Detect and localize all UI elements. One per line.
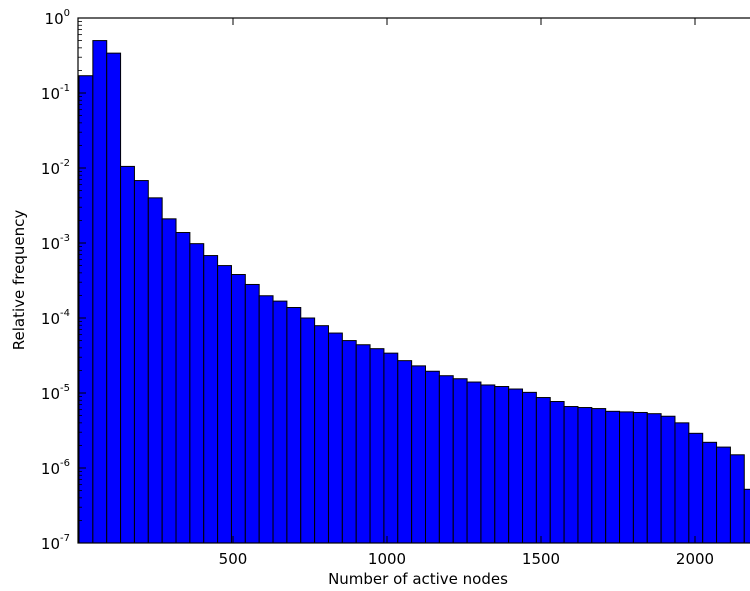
histogram-bar <box>591 408 607 544</box>
histogram-bar <box>619 411 634 544</box>
y-tick-label: 10-3 <box>41 233 70 253</box>
histogram-bar <box>438 375 454 544</box>
plot-frame <box>77 17 750 544</box>
histogram-bar <box>397 360 413 544</box>
y-tick-label: 10-4 <box>41 308 70 328</box>
histogram-bar <box>369 348 385 544</box>
histogram-bar <box>314 325 329 544</box>
y-tick-label: 10-1 <box>41 83 70 103</box>
histogram-bar <box>729 454 745 544</box>
histogram-bar <box>494 386 510 544</box>
y-tick-label: 10-2 <box>41 158 70 178</box>
histogram-bar <box>355 344 371 544</box>
histogram-bar <box>147 197 163 544</box>
histogram-bar <box>605 410 621 544</box>
histogram-bar <box>300 317 316 544</box>
y-axis-label: Relative frequency <box>10 210 28 351</box>
histogram-bar <box>646 413 662 544</box>
histogram-bar <box>286 307 302 544</box>
histogram-bar <box>716 446 731 544</box>
x-axis: 500 1000 1500 2000 <box>219 18 714 568</box>
histogram-bar <box>258 295 274 544</box>
histogram-bar <box>563 406 579 544</box>
histogram-bar <box>660 415 676 544</box>
histogram-bar <box>466 381 482 544</box>
histogram-bar <box>632 411 648 544</box>
histogram-bar <box>230 274 246 544</box>
histogram-bar <box>189 243 205 544</box>
y-tick-label: 100 <box>45 8 70 28</box>
histogram-bar <box>120 165 135 544</box>
x-tick-label: 1000 <box>368 550 406 568</box>
histogram-bar <box>688 432 704 544</box>
histogram-bars <box>78 40 750 544</box>
histogram-bar <box>217 265 232 544</box>
x-tick-label: 500 <box>219 550 248 568</box>
histogram-bar <box>106 52 122 544</box>
histogram-bar <box>133 180 149 544</box>
histogram-bar <box>480 384 496 544</box>
histogram-bar <box>743 488 750 544</box>
histogram-bar <box>203 255 219 544</box>
histogram-bar <box>92 40 108 544</box>
y-tick-label: 10-6 <box>41 458 70 478</box>
histogram-bar <box>161 218 177 544</box>
histogram-bar <box>327 332 343 544</box>
histogram-bar <box>175 232 191 544</box>
histogram-bar <box>577 407 593 544</box>
y-tick-label: 10-7 <box>41 533 70 553</box>
histogram-bar <box>452 378 468 544</box>
x-tick-label: 2000 <box>676 550 714 568</box>
histogram-bar <box>425 370 440 544</box>
histogram-bar <box>535 397 551 544</box>
x-tick-label: 1500 <box>522 550 560 568</box>
histogram-bar <box>244 283 260 544</box>
histogram-bar <box>674 422 690 544</box>
histogram-bar <box>549 401 565 544</box>
histogram-bar <box>341 340 357 544</box>
histogram-bar <box>508 388 524 544</box>
histogram-bar <box>383 352 399 544</box>
histogram-bar <box>272 300 288 544</box>
histogram-bar <box>702 441 718 544</box>
x-axis-label: Number of active nodes <box>328 570 508 588</box>
histogram-bar <box>411 365 427 544</box>
y-axis: 10-7 10-6 10-5 10-4 10-3 10-2 10-1 100 <box>41 8 86 553</box>
histogram-bar <box>522 391 537 544</box>
y-tick-label: 10-5 <box>41 383 70 403</box>
